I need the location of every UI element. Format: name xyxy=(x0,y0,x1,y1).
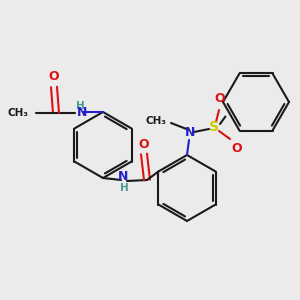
Text: O: O xyxy=(215,92,225,104)
Text: N: N xyxy=(118,170,128,184)
Text: H: H xyxy=(120,183,128,193)
Text: CH₃: CH₃ xyxy=(8,108,29,118)
Text: H: H xyxy=(76,101,84,111)
Text: O: O xyxy=(139,137,149,151)
Text: CH₃: CH₃ xyxy=(145,116,166,126)
Text: N: N xyxy=(77,106,87,119)
Text: O: O xyxy=(49,70,59,83)
Text: O: O xyxy=(232,142,242,155)
Text: N: N xyxy=(185,127,195,140)
Text: S: S xyxy=(209,120,219,134)
